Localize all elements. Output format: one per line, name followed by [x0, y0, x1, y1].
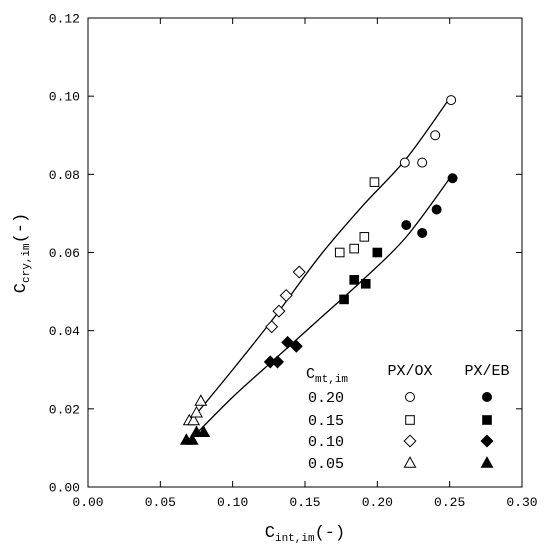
data-point-circle-open [430, 130, 441, 141]
data-point-square-open [334, 247, 345, 258]
data-point-diamond-filled [281, 335, 295, 349]
data-point-diamond-open [292, 265, 306, 279]
data-point-circle-open [417, 157, 428, 168]
x-axis-title: Cint,im(-) [265, 524, 345, 545]
plot-frame [87, 17, 523, 488]
x-tick-label: 0.25 [434, 495, 465, 510]
data-point-triangle-filled [185, 433, 199, 445]
data-point-square-filled [360, 278, 371, 289]
data-point-diamond-filled [271, 355, 285, 369]
y-tick-label: 0.00 [49, 481, 80, 496]
legend-marker-diamond-filled [480, 434, 494, 448]
data-point-circle-filled [417, 227, 428, 238]
legend-marker-square-open [405, 415, 415, 425]
x-axis-title-main: C [265, 524, 275, 543]
data-point-circle-filled [447, 173, 458, 184]
data-point-triangle-open [187, 413, 201, 426]
x-tick-label: 0.05 [145, 495, 176, 510]
y-axis-title-subscript: cry,im [21, 243, 33, 283]
legend-label-0-15: 0.15 [308, 413, 344, 430]
y-tick-labels: 0.00 0.02 0.04 0.06 0.08 0.10 0.12 [49, 12, 80, 496]
y-axis-title: Ccry,im(-) [12, 213, 33, 293]
legend-label-0-20: 0.20 [308, 390, 344, 407]
tick-marks [87, 17, 523, 488]
x-axis-title-unit: (-) [315, 524, 346, 543]
data-point-circle-filled [401, 220, 412, 231]
x-tick-label: 0.10 [217, 495, 248, 510]
data-point-circle-open [399, 157, 410, 168]
fit-line-px-eb [188, 173, 454, 442]
data-point-square-filled [339, 294, 349, 305]
legend: Cmt,im PX/OX PX/EB 0.20 0.15 0.10 0.05 [306, 363, 510, 473]
data-point-triangle-open [190, 405, 203, 418]
legend-marker-diamond-open [403, 434, 417, 448]
y-tick-label: 0.04 [49, 324, 80, 339]
data-point-square-open [349, 243, 359, 254]
legend-column-header: Cmt,im [306, 366, 348, 386]
y-tick-label: 0.06 [49, 246, 80, 261]
x-tick-label: 0.15 [289, 495, 320, 510]
legend-marker-circle-open [405, 392, 415, 402]
legend-marker-circle-filled [482, 392, 492, 402]
y-tick-label: 0.10 [49, 90, 80, 105]
x-tick-label: 0.00 [72, 495, 103, 510]
legend-column-header-main: C [306, 366, 315, 383]
x-tick-labels: 0.00 0.05 0.10 0.15 0.20 0.25 0.30 [72, 495, 537, 510]
y-axis-title-main: C [12, 283, 31, 293]
legend-label-0-05: 0.05 [308, 456, 344, 473]
y-axis-title-unit: (-) [12, 213, 31, 244]
data-point-circle-filled [431, 204, 442, 215]
data-point-diamond-open [265, 320, 279, 334]
legend-marker-triangle-open [403, 456, 417, 468]
data-points [179, 95, 458, 445]
x-axis-title-subscript: int,im [275, 533, 315, 545]
legend-label-0-10: 0.10 [308, 434, 344, 451]
y-tick-label: 0.12 [49, 12, 80, 27]
legend-header-px-ox: PX/OX [387, 363, 432, 380]
data-point-diamond-open [279, 288, 293, 302]
data-point-square-open [359, 232, 370, 242]
x-tick-label: 0.20 [362, 495, 393, 510]
x-tick-label: 0.30 [506, 495, 537, 510]
legend-column-header-subscript: mt,im [315, 374, 348, 386]
data-point-square-filled [349, 275, 359, 285]
y-tick-label: 0.08 [49, 168, 80, 183]
legend-marker-square-filled [482, 415, 492, 425]
data-point-diamond-open [272, 304, 286, 318]
data-point-square-filled [372, 247, 383, 258]
y-tick-label: 0.02 [49, 402, 80, 417]
data-point-triangle-filled [197, 425, 211, 437]
legend-markers [403, 392, 494, 468]
legend-header-px-eb: PX/EB [464, 363, 509, 380]
data-point-circle-open [446, 95, 457, 106]
legend-marker-triangle-filled [480, 456, 494, 468]
data-point-square-open [369, 177, 380, 187]
data-point-triangle-open [194, 394, 208, 406]
data-point-diamond-filled [289, 339, 303, 353]
